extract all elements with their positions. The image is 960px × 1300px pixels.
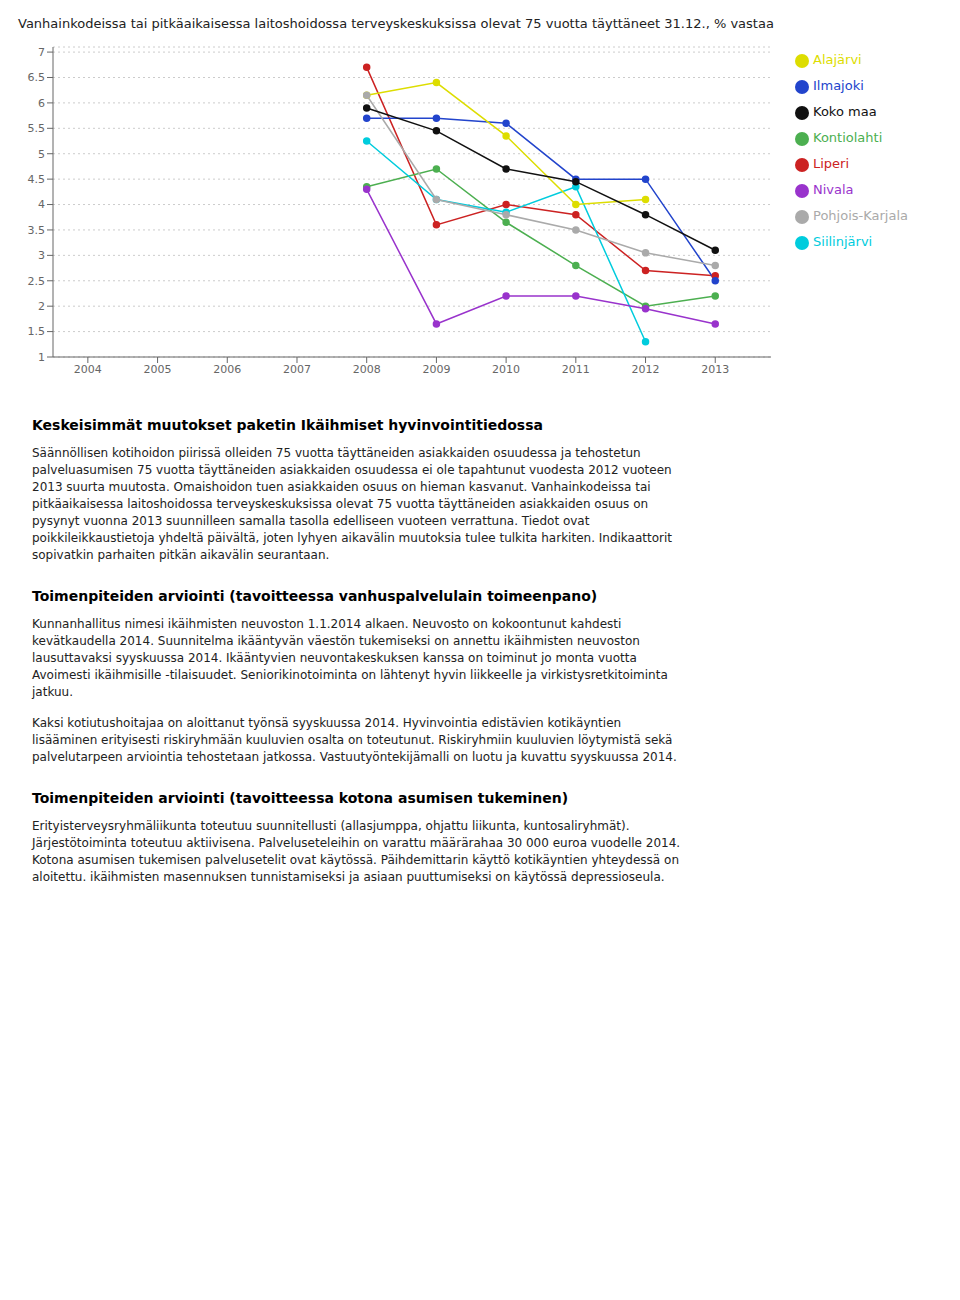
html-text:Siilinjärvi: Siilinjärvi: [813, 234, 873, 249]
svg-text:3: 3: [38, 249, 45, 262]
html-text:Kotona asumisen tukemisen palv: Kotona asumisen tukemisen palvelusetelit…: [32, 853, 679, 867]
html-text:Toimenpiteiden arviointi (tavo: Toimenpiteiden arviointi (tavoitteessa v…: [32, 588, 598, 604]
html-text:jatkuu.: jatkuu.: [32, 685, 73, 699]
svg-text:5: 5: [38, 148, 45, 161]
html-text:Alajärvi: Alajärvi: [813, 52, 862, 67]
html-text:Liperi: Liperi: [813, 156, 850, 171]
html-text:Keskeisimmät muutokset paketin: Keskeisimmät muutokset paketin Ikäihmise…: [32, 417, 543, 433]
html-text:2013 suurta muutosta. Omaishoi: 2013 suurta muutosta. Omaishoidon tuen a…: [32, 480, 651, 494]
svg-text:4: 4: [38, 198, 45, 211]
svg-text:6: 6: [38, 97, 45, 110]
html-text:lausuttavaksi syyskuussa 2014.: lausuttavaksi syyskuussa 2014. Ikääntyvi…: [32, 651, 637, 665]
svg-text:2009: 2009: [422, 363, 450, 376]
svg-text:2007: 2007: [283, 363, 311, 376]
html-text:Vanhainkodeissa tai pitkäaikai: Vanhainkodeissa tai pitkäaikaisessa lait…: [18, 16, 774, 31]
svg-text:2006: 2006: [213, 363, 241, 376]
html-text:kevätkaudella 2014. Suunnitelm: kevätkaudella 2014. Suunnitelma ikääntyv…: [32, 634, 640, 648]
html-text:lisääminen erityisesti riskiry: lisääminen erityisesti riskiryhmään kuul…: [32, 733, 673, 747]
svg-text:5.5: 5.5: [28, 122, 46, 135]
svg-text:2011: 2011: [562, 363, 590, 376]
html-text:sopivatkin parhaiten pitkän ai: sopivatkin parhaiten pitkän aikavälin se…: [32, 548, 330, 562]
html-text:pysynyt vuonna 2013 suunnillee: pysynyt vuonna 2013 suunnilleen samalla …: [32, 514, 590, 528]
html-text:Järjestötoiminta toteutuu akti: Järjestötoiminta toteutuu aktiivisena. P…: [32, 836, 681, 850]
html-text:Ilmajoki: Ilmajoki: [813, 78, 864, 93]
svg-text:2.5: 2.5: [28, 275, 46, 288]
html-text:Kunnanhallitus nimesi ikäihmis: Kunnanhallitus nimesi ikäihmisten neuvos…: [32, 617, 622, 631]
svg-text:2004: 2004: [74, 363, 102, 376]
html-text:Erityisterveysryhmäliikunta to: Erityisterveysryhmäliikunta toteutuu suu…: [32, 819, 630, 833]
html-text:palvelutarpeen arviointia teho: palvelutarpeen arviointia tehostetaan ja…: [32, 750, 677, 764]
svg-text:1: 1: [38, 351, 45, 364]
html-text:Toimenpiteiden arviointi (tavo: Toimenpiteiden arviointi (tavoitteessa k…: [32, 790, 568, 806]
html-text:palveluasumisen 75 vuotta täyt: palveluasumisen 75 vuotta täyttäneiden a…: [32, 463, 672, 477]
html-text:Nivala: Nivala: [813, 182, 854, 197]
html-text:Pohjois-Karjala: Pohjois-Karjala: [813, 208, 908, 223]
svg-text:4.5: 4.5: [28, 173, 46, 186]
svg-text:7: 7: [38, 46, 45, 59]
svg-text:2008: 2008: [353, 363, 381, 376]
svg-text:2005: 2005: [144, 363, 172, 376]
html-text:poikkileikkaustietoja yhdeltä: poikkileikkaustietoja yhdeltä päivältä, …: [32, 531, 672, 545]
svg-text:1.5: 1.5: [28, 325, 46, 338]
html-text:Koko maa: Koko maa: [813, 104, 877, 119]
svg-text:2013: 2013: [701, 363, 729, 376]
svg-text:2010: 2010: [492, 363, 520, 376]
svg-text:6.5: 6.5: [28, 71, 46, 84]
svg-text:3.5: 3.5: [28, 224, 46, 237]
html-text:aloitettu. ikäihmisten masennu: aloitettu. ikäihmisten masennuksen tunni…: [32, 870, 665, 884]
svg-text:2: 2: [38, 300, 45, 313]
html-text:Kontiolahti: Kontiolahti: [813, 130, 883, 145]
html-text:Kaksi kotiutushoitajaa on aloi: Kaksi kotiutushoitajaa on aloittanut työ…: [32, 716, 622, 730]
html-text:Avoimesti ikäihmisille -tilais: Avoimesti ikäihmisille -tilaisuudet. Sen…: [32, 668, 668, 682]
svg-text:2012: 2012: [632, 363, 660, 376]
html-text:Säännöllisen kotihoidon piiris: Säännöllisen kotihoidon piirissä olleide…: [32, 446, 641, 460]
html-text:pitkäaikaisessa laitoshoidossa: pitkäaikaisessa laitoshoidossa terveyske…: [32, 497, 649, 511]
